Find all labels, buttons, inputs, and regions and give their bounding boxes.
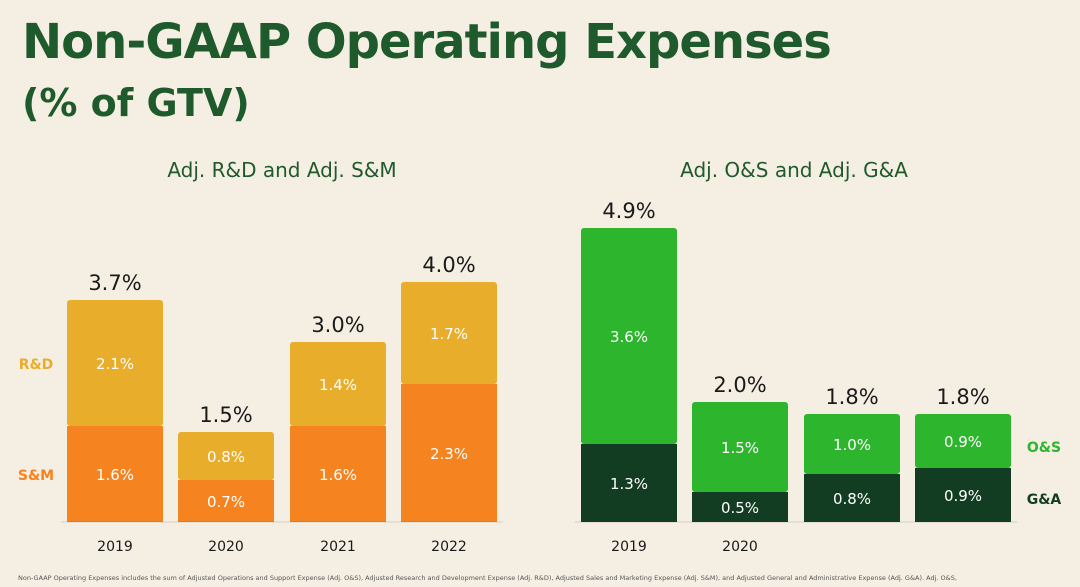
legend-os: O&S: [1027, 440, 1061, 456]
bar-sm-3: [401, 384, 497, 522]
bar-os-0: [581, 228, 677, 444]
bar-os-3: [915, 414, 1011, 468]
bar-label-sm-2: 1.6%: [319, 466, 357, 484]
bar-rd-0: [67, 300, 163, 426]
bar-os-2: [804, 414, 900, 474]
page-subtitle: (% of GTV): [22, 81, 250, 125]
bar-sm-1: [178, 480, 274, 522]
footnote: Non-GAAP Operating Expenses includes the…: [18, 574, 957, 582]
bar-label-rd-2: 1.4%: [319, 376, 357, 394]
bar-ga-2: [804, 474, 900, 522]
panel-title-os-ga: Adj. O&S and Adj. G&A: [680, 158, 908, 182]
legend-ga: G&A: [1027, 492, 1062, 508]
bar-label-os-0: 3.6%: [610, 328, 648, 346]
bar-label-ga-3: 0.9%: [944, 487, 982, 505]
bar-ga-1: [692, 492, 788, 522]
bar-label-ga-2: 0.8%: [833, 490, 871, 508]
total-label-2: 1.8%: [825, 385, 878, 409]
bar-label-rd-3: 1.7%: [430, 325, 468, 343]
bar-os-1: [692, 402, 788, 492]
panel-title-rd-sm: Adj. R&D and Adj. S&M: [167, 158, 396, 182]
total-label-1: 2.0%: [713, 373, 766, 397]
page-title: Non-GAAP Operating Expenses: [22, 14, 832, 70]
x-tick-label-0: 2019: [611, 539, 647, 555]
bar-label-sm-3: 2.3%: [430, 445, 468, 463]
bar-rd-2: [290, 342, 386, 426]
bar-ga-3: [915, 468, 1011, 522]
bar-label-os-2: 1.0%: [833, 436, 871, 454]
bar-label-os-1: 1.5%: [721, 439, 759, 457]
x-tick-label-1: 2020: [722, 539, 758, 555]
bar-label-rd-0: 2.1%: [96, 355, 134, 373]
legend-sm: S&M: [18, 468, 54, 484]
total-label-2: 3.0%: [311, 313, 364, 337]
bar-sm-2: [290, 426, 386, 522]
bar-label-ga-1: 0.5%: [721, 499, 759, 517]
bar-rd-3: [401, 282, 497, 384]
bar-label-os-3: 0.9%: [944, 433, 982, 451]
total-label-0: 4.9%: [602, 199, 655, 223]
x-tick-label-3: 2022: [431, 539, 467, 555]
bar-label-rd-1: 0.8%: [207, 448, 245, 466]
total-label-3: 1.8%: [936, 385, 989, 409]
bar-ga-0: [581, 444, 677, 522]
bar-rd-1: [178, 432, 274, 480]
bar-label-ga-0: 1.3%: [610, 475, 648, 493]
total-label-1: 1.5%: [199, 403, 252, 427]
legend-rd: R&D: [19, 357, 54, 373]
bar-sm-0: [67, 426, 163, 522]
total-label-0: 3.7%: [88, 271, 141, 295]
x-tick-label-2: 2021: [320, 539, 356, 555]
x-tick-label-0: 2019: [97, 539, 133, 555]
x-tick-label-1: 2020: [208, 539, 244, 555]
total-label-3: 4.0%: [422, 253, 475, 277]
bar-label-sm-1: 0.7%: [207, 493, 245, 511]
bar-label-sm-0: 1.6%: [96, 466, 134, 484]
